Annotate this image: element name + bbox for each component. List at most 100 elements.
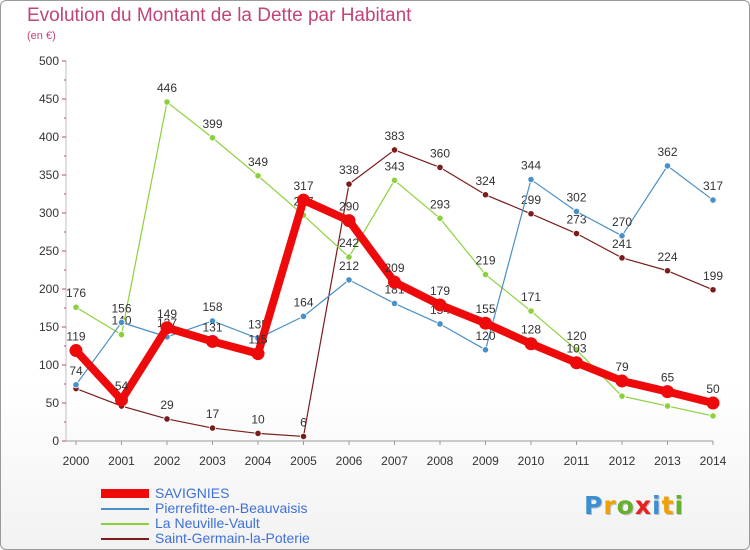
y-tick-label: 100 xyxy=(39,358,59,372)
x-tick-label: 2000 xyxy=(63,454,90,468)
data-point xyxy=(297,193,310,207)
data-point xyxy=(618,392,626,400)
data-point xyxy=(390,299,399,308)
data-label: 317 xyxy=(293,179,313,193)
x-tick-label: 2004 xyxy=(245,454,272,468)
data-label: 209 xyxy=(384,261,404,275)
data-label: 338 xyxy=(339,163,359,177)
legend-label: Saint-Germain-la-Poterie xyxy=(155,530,310,546)
data-label: 65 xyxy=(661,371,675,385)
data-label: 164 xyxy=(293,295,313,309)
data-point xyxy=(299,432,308,441)
x-tick-label: 2007 xyxy=(381,454,408,468)
legend-item-savignies: SAVIGNIES xyxy=(101,485,401,501)
data-label: 273 xyxy=(566,213,586,227)
x-tick-label: 2008 xyxy=(427,454,454,468)
data-point xyxy=(615,374,629,388)
data-point xyxy=(709,412,717,420)
y-tick-label: 450 xyxy=(39,92,59,106)
proxiti-logo: Proxiti xyxy=(584,491,684,520)
data-point xyxy=(117,318,126,327)
data-label: 119 xyxy=(66,330,85,344)
data-label: 241 xyxy=(612,237,632,251)
data-label: 199 xyxy=(703,269,723,283)
legend-swatch xyxy=(101,489,149,498)
data-point xyxy=(72,303,80,311)
data-point xyxy=(345,253,353,261)
data-point xyxy=(254,172,262,180)
logo-letter: o xyxy=(616,491,635,520)
chart-axes: 0 50 100 150 200 250 300 350 400 450 500 2000 2001 20… xyxy=(39,54,727,468)
data-label: 399 xyxy=(202,117,222,131)
y-tick-label: 150 xyxy=(39,320,59,334)
y-tick-label: 400 xyxy=(39,130,59,144)
data-point xyxy=(163,415,171,423)
data-label: 324 xyxy=(475,174,495,188)
data-point xyxy=(481,270,490,279)
data-point xyxy=(618,254,626,262)
data-point xyxy=(706,396,720,410)
data-label: 383 xyxy=(384,129,404,143)
x-tick-label: 2010 xyxy=(518,454,545,468)
data-point xyxy=(251,347,265,361)
data-label: 115 xyxy=(248,333,267,347)
data-point xyxy=(72,381,80,389)
logo-letter: t xyxy=(661,491,675,520)
data-label: 155 xyxy=(475,302,495,316)
data-label: 6 xyxy=(300,415,307,429)
data-point xyxy=(299,312,308,320)
y-tick-label: 300 xyxy=(39,206,59,220)
chart-title: Evolution du Montant de la Dette par Hab… xyxy=(27,5,412,26)
x-tick-label: 2005 xyxy=(290,454,317,468)
data-point xyxy=(527,210,535,218)
data-point xyxy=(163,98,171,106)
data-label: 290 xyxy=(339,200,359,214)
data-point xyxy=(709,286,717,294)
logo-letter: r xyxy=(603,491,617,520)
legend-label: SAVIGNIES xyxy=(155,485,230,501)
chart-subtitle: (en €) xyxy=(27,30,56,42)
legend-item-pierrefitte: Pierrefitte-en-Beauvaisis xyxy=(101,500,401,516)
data-label: 344 xyxy=(521,159,541,173)
y-tick-label: 500 xyxy=(39,54,59,68)
data-point xyxy=(69,344,83,358)
x-tick-label: 2001 xyxy=(108,454,135,468)
y-tick-label: 350 xyxy=(39,168,59,182)
data-point xyxy=(436,214,444,222)
data-point xyxy=(663,267,672,275)
data-point xyxy=(527,307,535,315)
data-label: 120 xyxy=(475,329,495,343)
data-label: 212 xyxy=(339,259,359,273)
data-point xyxy=(117,330,126,339)
data-point xyxy=(481,191,490,199)
data-point xyxy=(661,385,674,399)
x-tick-label: 2011 xyxy=(564,454,590,468)
y-tick-label: 0 xyxy=(52,434,59,448)
data-point xyxy=(254,429,262,437)
data-point xyxy=(572,346,581,354)
data-point xyxy=(479,316,492,330)
data-label: 158 xyxy=(202,300,222,314)
data-label: 362 xyxy=(657,145,677,159)
legend-swatch xyxy=(101,523,149,525)
y-tick-label: 200 xyxy=(39,282,59,296)
y-tick-label: 250 xyxy=(39,244,59,258)
data-label: 79 xyxy=(615,360,629,374)
data-point xyxy=(436,320,444,328)
chart-legend: SAVIGNIES Pierrefitte-en-Beauvaisis La N… xyxy=(101,485,401,546)
data-point xyxy=(390,176,399,184)
data-label: 293 xyxy=(430,197,450,211)
x-tick-label: 2013 xyxy=(654,454,681,468)
y-tick-label: 50 xyxy=(46,396,60,410)
data-label: 103 xyxy=(566,342,586,356)
data-point xyxy=(160,321,174,335)
x-tick-label: 2006 xyxy=(336,454,363,468)
chart-series: 2917106338383360324299273241224199176140… xyxy=(66,81,723,441)
data-label: 120 xyxy=(566,329,586,343)
data-label: 176 xyxy=(66,286,86,300)
data-label: 50 xyxy=(706,382,720,396)
data-point xyxy=(390,146,399,154)
legend-swatch xyxy=(101,538,149,540)
